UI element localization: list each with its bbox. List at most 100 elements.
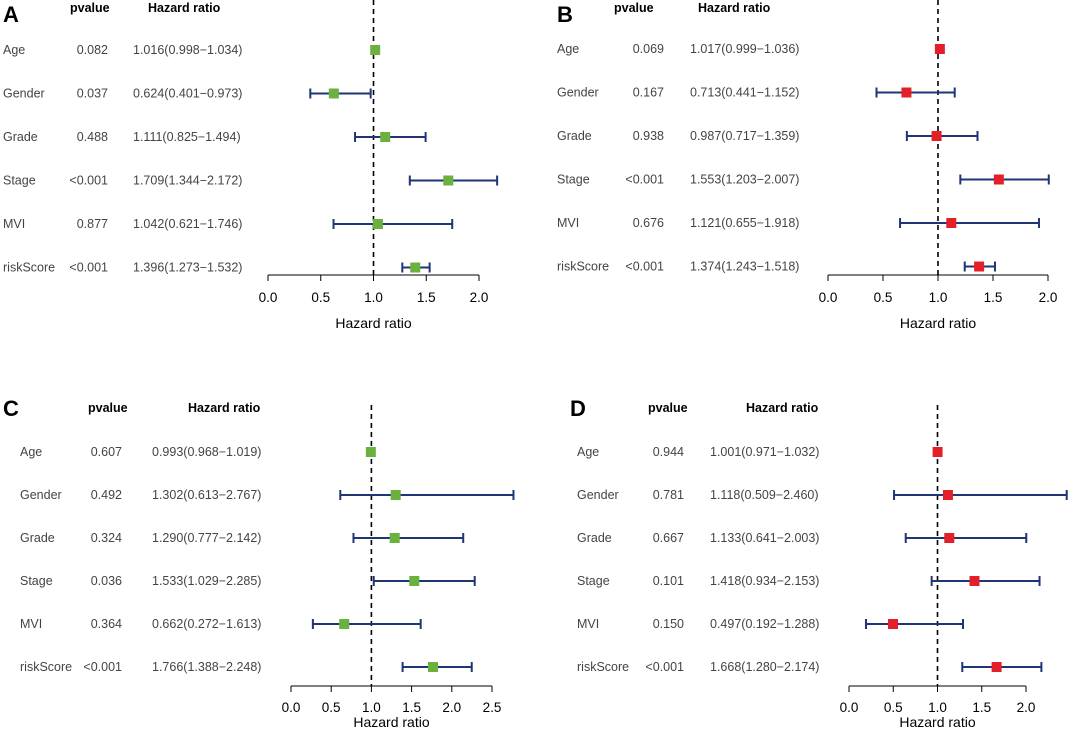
hr-point-marker: [427, 662, 438, 672]
row-hazard-ratio-text: 0.987(0.717−1.359): [690, 129, 799, 143]
ci-whisker: [875, 87, 956, 98]
row-hazard-ratio-text: 0.624(0.401−0.973): [133, 87, 242, 101]
row-hazard-ratio-text: 1.111(0.825−1.494): [133, 130, 241, 144]
row-name: riskScore: [577, 660, 629, 674]
ci-whisker: [961, 662, 1043, 672]
hr-point-marker: [944, 533, 955, 543]
panel-label: D: [570, 396, 586, 421]
ci-whisker: [893, 490, 1068, 500]
x-axis-title: Hazard ratio: [335, 315, 411, 331]
ci-whisker: [311, 619, 422, 629]
ci-whisker: [372, 576, 476, 586]
row-hazard-ratio-text: 1.302(0.613−2.767): [152, 488, 261, 502]
row-pvalue: <0.001: [625, 173, 664, 187]
panel-label: A: [3, 2, 19, 27]
row-name: Stage: [3, 174, 36, 188]
row-hazard-ratio-text: 1.121(0.655−1.918): [690, 216, 799, 230]
x-tick-label: 0.0: [282, 700, 301, 715]
row-pvalue: 0.037: [77, 87, 108, 101]
hr-point-marker: [443, 175, 454, 186]
ci-whisker: [309, 88, 372, 99]
hr-point-marker: [372, 219, 383, 229]
pvalue-header: pvalue: [70, 1, 110, 15]
x-tick-label: 0.0: [259, 290, 278, 305]
x-axis-title: Hazard ratio: [899, 714, 975, 729]
row-name: Grade: [557, 129, 592, 143]
row-name: MVI: [20, 617, 42, 631]
row-hazard-ratio-text: 1.001(0.971−1.032): [710, 445, 819, 459]
row-pvalue: 0.877: [77, 217, 108, 231]
hr-point-marker: [931, 131, 942, 141]
row-pvalue: <0.001: [69, 261, 108, 275]
hr-point-marker: [409, 576, 420, 586]
x-tick-label: 0.5: [311, 290, 330, 305]
row-pvalue: <0.001: [625, 260, 664, 274]
hr-point-marker: [942, 490, 953, 500]
x-tick-label: 1.5: [984, 290, 1003, 305]
row-pvalue: 0.082: [77, 43, 108, 57]
row-pvalue: 0.667: [653, 531, 684, 545]
hr-point-marker: [932, 447, 943, 457]
hr-point-marker: [991, 662, 1002, 672]
row-name: riskScore: [20, 660, 72, 674]
x-axis-title: Hazard ratio: [900, 315, 976, 331]
panel-label: C: [3, 396, 19, 421]
hr-point-marker: [365, 447, 376, 457]
row-pvalue: 0.492: [91, 488, 122, 502]
row-hazard-ratio-text: 1.396(1.273−1.532): [133, 261, 242, 275]
row-name: Grade: [20, 531, 55, 545]
hr-point-marker: [901, 87, 912, 98]
row-name: MVI: [3, 217, 25, 231]
x-tick-label: 2.5: [483, 700, 502, 715]
row-pvalue: 0.938: [633, 129, 664, 143]
row-hazard-ratio-text: 1.133(0.641−2.003): [710, 531, 819, 545]
row-pvalue: <0.001: [645, 660, 684, 674]
x-tick-label: 0.5: [884, 700, 903, 715]
x-tick-label: 1.5: [402, 700, 421, 715]
hr-point-marker: [969, 576, 980, 586]
ci-whisker: [959, 174, 1050, 185]
row-hazard-ratio-text: 0.713(0.441−1.152): [690, 86, 799, 100]
ci-whisker: [899, 218, 1040, 228]
row-hazard-ratio-text: 1.290(0.777−2.142): [152, 531, 261, 545]
x-tick-label: 2.0: [1039, 290, 1058, 305]
x-tick-label: 0.0: [819, 290, 838, 305]
hr-point-marker: [390, 490, 401, 500]
hr-point-marker: [339, 619, 350, 629]
hr-point-marker: [993, 174, 1004, 185]
x-tick-label: 1.0: [362, 700, 381, 715]
hr-point-marker: [389, 533, 400, 543]
row-name: Age: [577, 445, 599, 459]
x-tick-label: 2.0: [1017, 700, 1036, 715]
pvalue-header: pvalue: [614, 1, 654, 15]
panel-label: B: [557, 2, 573, 27]
ci-whisker: [408, 175, 499, 186]
row-hazard-ratio-text: 1.553(1.203−2.007): [690, 173, 799, 187]
row-pvalue: 0.676: [633, 216, 664, 230]
row-pvalue: 0.781: [653, 488, 684, 502]
hazard-ratio-header: Hazard ratio: [148, 1, 221, 15]
pvalue-header: pvalue: [648, 401, 688, 415]
pvalue-header: pvalue: [88, 401, 128, 415]
hr-point-marker: [410, 262, 421, 273]
row-name: Age: [20, 445, 42, 459]
row-name: Grade: [577, 531, 612, 545]
hr-point-marker: [370, 45, 381, 55]
row-name: Stage: [557, 173, 590, 187]
row-pvalue: <0.001: [69, 174, 108, 188]
row-hazard-ratio-text: 0.993(0.968−1.019): [152, 445, 261, 459]
row-pvalue: 0.944: [653, 445, 684, 459]
hr-point-marker: [887, 619, 898, 629]
row-pvalue: 0.364: [91, 617, 122, 631]
row-name: MVI: [577, 617, 599, 631]
row-pvalue: 0.607: [91, 445, 122, 459]
x-tick-label: 0.5: [874, 290, 893, 305]
hazard-ratio-header: Hazard ratio: [698, 1, 771, 15]
x-tick-label: 0.0: [840, 700, 859, 715]
x-tick-label: 1.0: [364, 290, 383, 305]
x-tick-label: 1.0: [928, 700, 947, 715]
hr-point-marker: [328, 88, 339, 99]
